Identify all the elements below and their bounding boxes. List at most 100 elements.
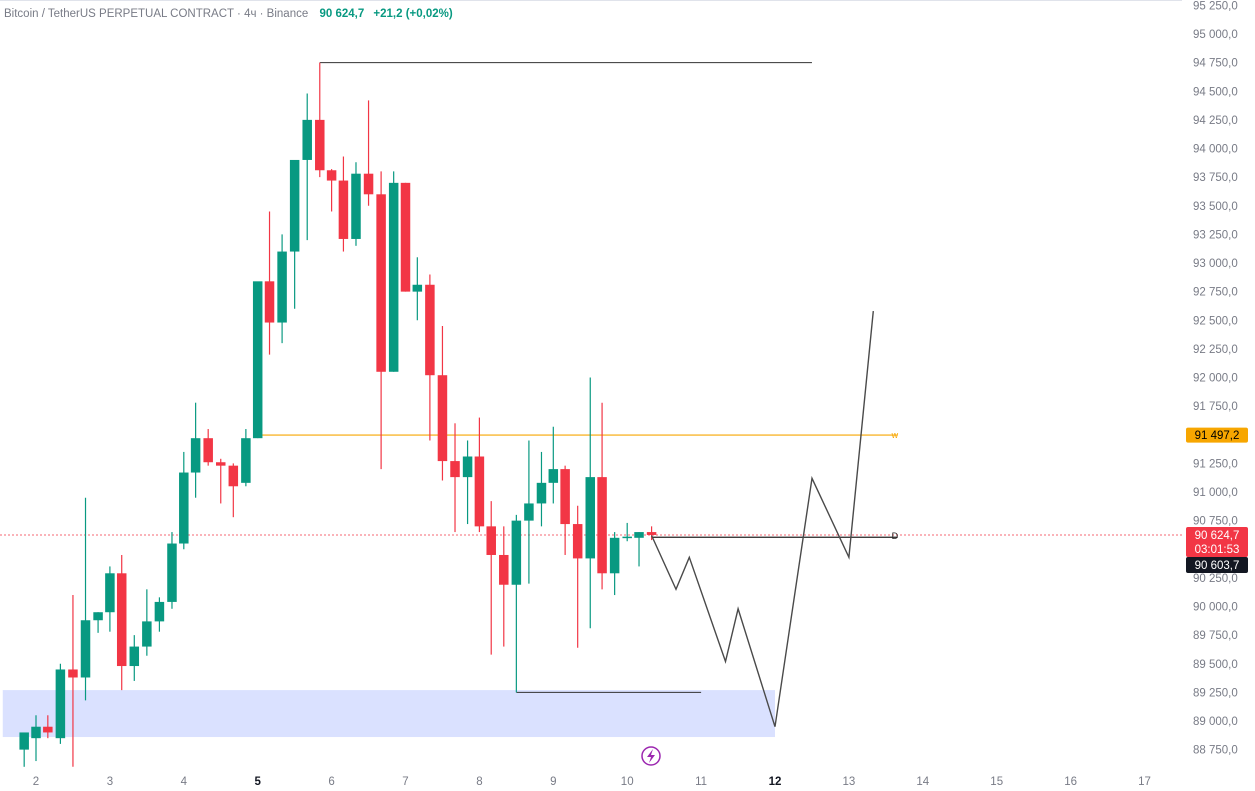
orange-level-tag-bg xyxy=(1186,427,1248,443)
candle xyxy=(252,281,263,439)
x-tick-label: 4 xyxy=(181,776,188,788)
candle xyxy=(363,100,374,206)
candle xyxy=(474,417,485,533)
candle xyxy=(400,182,411,292)
countdown-text: 03:01:53 xyxy=(1195,544,1240,556)
candle-body xyxy=(315,119,325,171)
y-tick-label: 90 000,0 xyxy=(1193,602,1238,614)
crosshair-price-tag-bg xyxy=(1186,556,1248,573)
candle xyxy=(241,429,251,487)
candle-body xyxy=(572,524,583,559)
projection-path xyxy=(650,311,874,727)
candle-body xyxy=(216,462,226,466)
candle-body xyxy=(622,536,632,539)
candle-body xyxy=(376,194,386,372)
lightning-event-icon[interactable] xyxy=(641,746,661,766)
candle xyxy=(511,514,522,693)
candle-body xyxy=(560,469,570,525)
y-tick-label: 91 750,0 xyxy=(1193,401,1238,413)
candle xyxy=(351,162,361,246)
candle-body xyxy=(80,620,91,678)
y-tick-label: 90 250,0 xyxy=(1193,573,1238,585)
candle-body xyxy=(289,159,300,252)
y-tick-label: 91 250,0 xyxy=(1193,458,1238,470)
orange-level-tag-text: 91 497,2 xyxy=(1195,430,1240,442)
candle-body xyxy=(499,554,509,585)
candle-body xyxy=(68,669,78,678)
candle xyxy=(203,429,213,466)
candle-body xyxy=(326,170,337,181)
candle-body xyxy=(412,284,423,292)
candle xyxy=(560,465,570,555)
candle xyxy=(216,458,226,504)
candle xyxy=(19,732,29,767)
candle xyxy=(597,402,607,590)
candle-body xyxy=(474,456,485,527)
candle-body xyxy=(597,477,607,574)
candle xyxy=(486,501,496,655)
candle xyxy=(142,589,152,656)
y-tick-label: 93 250,0 xyxy=(1193,229,1238,241)
candle xyxy=(646,526,657,541)
candle xyxy=(129,635,140,681)
y-tick-label: 94 250,0 xyxy=(1193,115,1238,127)
candle xyxy=(68,595,78,767)
x-tick-label: 3 xyxy=(107,776,113,788)
x-tick-label: 8 xyxy=(476,776,482,788)
y-tick-label: 93 750,0 xyxy=(1193,172,1238,184)
candle-body xyxy=(646,532,657,535)
candle xyxy=(462,440,473,525)
candle-body xyxy=(105,573,115,613)
candle xyxy=(425,274,435,441)
candle xyxy=(302,93,312,241)
symbol-title[interactable]: Bitcoin / TetherUS PERPETUAL CONTRACT · … xyxy=(4,8,309,20)
crosshair-price-tag-text: 90 603,7 xyxy=(1195,560,1240,572)
candle-body xyxy=(93,612,103,621)
current-price-tag: 90 624,7 03:01:53 xyxy=(1186,526,1248,557)
candle xyxy=(264,211,275,355)
candle-body xyxy=(116,573,127,667)
candle xyxy=(167,532,177,609)
y-tick-label: 92 000,0 xyxy=(1193,373,1238,385)
candle xyxy=(338,156,349,252)
candle-body xyxy=(302,119,312,160)
x-tick-label: 15 xyxy=(990,776,1003,788)
candle xyxy=(289,159,300,309)
candle xyxy=(572,505,583,648)
header-last-price: 90 624,7 xyxy=(319,8,365,20)
current-level-label: D xyxy=(892,531,899,541)
y-tick-label: 94 500,0 xyxy=(1193,86,1238,98)
candle-body xyxy=(425,284,435,376)
candle xyxy=(55,663,66,744)
candle-body xyxy=(190,438,201,473)
candles-layer xyxy=(19,62,657,767)
x-tick-label: 10 xyxy=(621,776,634,788)
candle-body xyxy=(548,469,559,483)
candle-body xyxy=(363,173,374,195)
lightning-icon-bolt xyxy=(647,749,655,763)
x-tick-label: 7 xyxy=(402,776,408,788)
y-tick-label: 93 000,0 xyxy=(1193,258,1238,270)
candle xyxy=(548,426,559,504)
candle xyxy=(437,325,448,481)
candle-body xyxy=(277,251,287,323)
candle-body xyxy=(55,669,66,739)
orange-level-label: w xyxy=(891,430,899,440)
x-tick-label: 16 xyxy=(1064,776,1077,788)
current-price-tag-text: 90 624,7 xyxy=(1195,530,1240,542)
candle-body xyxy=(338,180,349,239)
current-price-tag-bg xyxy=(1186,526,1248,557)
candle-body xyxy=(154,601,165,622)
icons-layer[interactable] xyxy=(641,746,661,766)
candle-body xyxy=(524,503,534,521)
candle-body xyxy=(400,182,411,292)
candle-body xyxy=(228,465,239,487)
candle xyxy=(277,234,287,344)
y-tick-label: 89 500,0 xyxy=(1193,659,1238,671)
candle xyxy=(190,402,201,498)
candle xyxy=(388,171,399,372)
candle xyxy=(93,612,103,633)
y-tick-label: 94 750,0 xyxy=(1193,58,1238,70)
